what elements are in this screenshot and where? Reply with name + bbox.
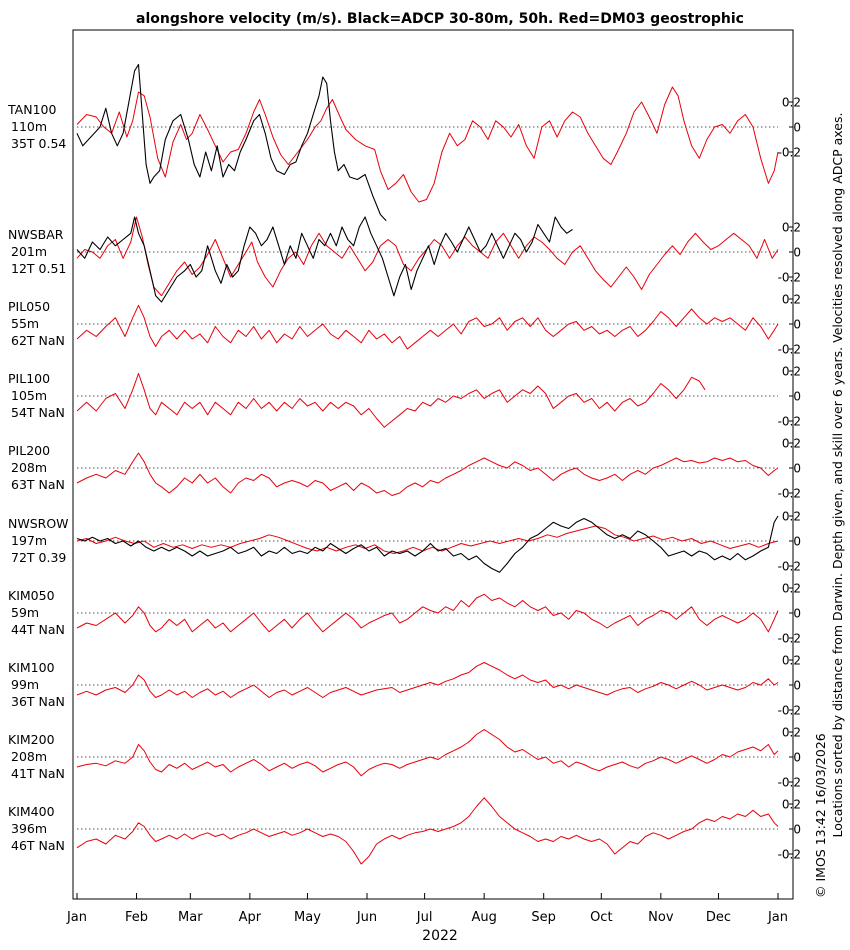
x-tick-label: Feb [125,910,148,925]
geostrophic-series-line [76,304,779,350]
geostrophic-series-line [76,662,779,698]
y-tick-label: 0 [793,462,801,476]
geostrophic-series-line [76,525,779,554]
x-axis: Jan Feb Mar Apr May Jun Jul Aug Sep Oct Nov Dec Jan [66,893,788,925]
station-depth: 197m [11,533,47,548]
geostrophic-series-line [76,373,706,428]
station-depth: 208m [11,460,47,475]
geostrophic-series-line [76,729,779,777]
chart-title: alongshore velocity (m/s). Black=ADCP 30… [136,11,744,27]
station-name: PIL050 [8,299,50,314]
plot-frame [72,29,794,900]
station-depth: 55m [11,316,39,331]
station-info: 44T NaN [11,622,65,637]
station-name: KIM100 [8,660,55,675]
station-name: PIL200 [8,443,50,458]
x-tick-label: Sep [531,910,556,925]
x-tick-label: Jan [767,910,788,925]
y-tick-label: 0 [793,390,801,404]
x-tick-label: Apr [239,910,262,925]
timestamp-stamp: © IMOS 13:42 16/03/2026 [813,733,828,898]
station-name: NWSROW [8,516,69,531]
station-info: 12T 0.51 [11,261,66,276]
geostrophic-series-line [76,797,779,865]
station-depth: 99m [11,677,39,692]
station-depth: 201m [11,244,47,259]
geostrophic-series-line [76,452,779,496]
station-depth: 105m [11,388,47,403]
station-info: 72T 0.39 [11,550,66,565]
geostrophic-series-line [76,86,779,203]
y-tick-label: 0 [793,823,801,837]
x-tick-label: Dec [706,910,731,925]
geostrophic-series-line [76,216,779,297]
adcp-series-line [76,515,779,573]
station-depth: 110m [11,119,47,134]
adcp-series-line [76,216,573,303]
geostrophic-series-line [76,593,779,633]
y-tick-label: 0 [793,751,801,765]
adcp-series-line [76,63,387,222]
station-depth: 208m [11,749,47,764]
station-name: NWSBAR [8,227,64,242]
station-info: 35T 0.54 [11,136,66,151]
station-info: 62T NaN [11,333,65,348]
station-name: KIM400 [8,804,55,819]
x-tick-label: Jul [416,910,433,925]
x-tick-label: Aug [471,910,496,925]
x-tick-label: Jan [66,910,87,925]
station-info: 36T NaN [11,694,65,709]
station-name: PIL100 [8,371,50,386]
x-axis-label: 2022 [422,928,458,944]
station-depth: 59m [11,605,39,620]
station-info: 41T NaN [11,766,65,781]
station-name: TAN100 [7,102,56,117]
y-tick-label: 0 [793,535,801,549]
station-name: KIM200 [8,732,55,747]
y-tick-label: 0 [793,121,801,135]
station-info: 46T NaN [11,838,65,853]
station-depth: 396m [11,821,47,836]
x-tick-label: Nov [648,910,674,925]
y-tick-label: 0 [793,607,801,621]
x-tick-label: Mar [178,910,203,925]
station-info: 63T NaN [11,477,65,492]
x-tick-label: Jun [356,910,377,925]
y-tick-label: 0 [793,246,801,260]
side-note: Locations sorted by distance from Darwin… [830,113,845,838]
x-tick-label: Oct [590,910,612,925]
station-name: KIM050 [8,588,55,603]
x-tick-label: May [294,910,321,925]
y-tick-label: 0 [793,679,801,693]
y-tick-label: 0 [793,318,801,332]
station-info: 54T NaN [11,405,65,420]
